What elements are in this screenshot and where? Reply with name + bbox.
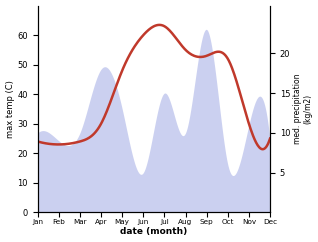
- Y-axis label: med. precipitation
(kg/m2): med. precipitation (kg/m2): [293, 74, 313, 144]
- Y-axis label: max temp (C): max temp (C): [5, 80, 15, 138]
- X-axis label: date (month): date (month): [120, 227, 188, 236]
